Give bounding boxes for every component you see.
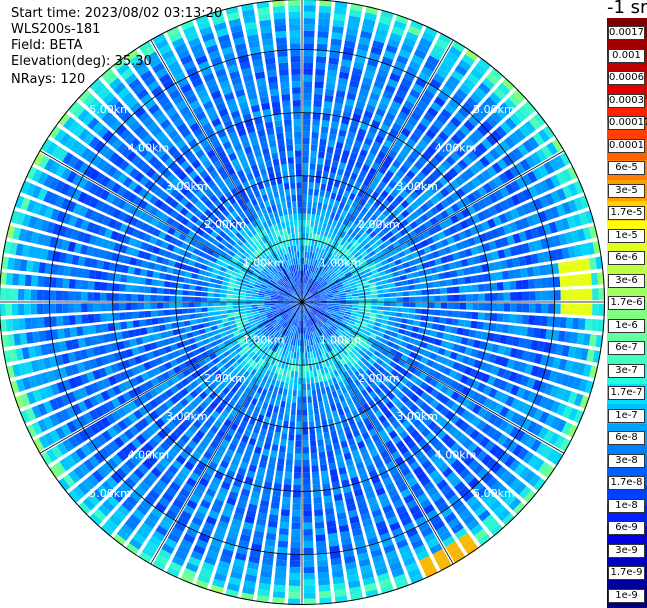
colorbar-tick-label: 1.7e-5	[608, 206, 645, 221]
range-label: 5.00km	[473, 103, 515, 116]
azimuth-spoke	[150, 39, 303, 303]
range-label: 3.00km	[166, 180, 208, 193]
range-labels: 1.00km 1.00km 1.00km 1.00km 2.00km 2.00km 2.00…	[89, 103, 514, 500]
range-label: 2.00km	[358, 372, 400, 385]
colorbar-tick-label: 6e-6	[608, 251, 645, 266]
colorbar-tick-label: 0.001	[608, 48, 645, 63]
colorbar-tick-label: 1e-9	[608, 589, 645, 603]
range-label: 4.00km	[435, 449, 477, 462]
azimuth-spoke	[301, 301, 565, 454]
instrument-label: WLS200s-181	[11, 22, 101, 37]
colorbar-tick-label: 0.0003	[608, 93, 645, 108]
range-label: 1.00km	[320, 333, 362, 346]
colorbar-tick-label: 1.7e-9	[608, 566, 645, 581]
range-label: 2.00km	[358, 218, 400, 231]
azimuth-spoke	[39, 150, 303, 303]
range-label: 2.00km	[204, 218, 246, 231]
azimuth-spoke	[301, 150, 565, 303]
range-label: 3.00km	[166, 410, 208, 423]
colorbar-tick-label: 3e-5	[608, 183, 645, 198]
elevation-label: Elevation(deg): 35.30	[11, 54, 152, 69]
colorbar-tick-label: 1e-8	[608, 498, 645, 513]
colorbar-tick-label: 3e-9	[608, 543, 645, 558]
colorbar-tick-label: 3e-7	[608, 363, 645, 378]
colorbar-tick-label: 0.0006	[608, 71, 645, 86]
azimuth-spoke	[39, 301, 303, 454]
range-label: 4.00km	[128, 449, 170, 462]
colorbar-tick-label: 6e-8	[608, 431, 645, 446]
nrays-label: NRays: 120	[11, 72, 86, 87]
colorbar-tick-label: 3e-6	[608, 273, 645, 288]
colorbar-tick-label: 1.7e-8	[608, 476, 645, 491]
range-label: 4.00km	[128, 141, 170, 154]
colorbar-tick-label: 3e-8	[608, 453, 645, 468]
range-label: 5.00km	[89, 487, 131, 500]
azimuth-spokes	[0, 0, 605, 605]
field-label: Field: BETA	[11, 38, 83, 53]
colorbar-unit-label: -1 sr	[607, 0, 647, 18]
ppi-scan-plot: 1.00km 1.00km 1.00km 1.00km 2.00km 2.00km 2.00…	[0, 0, 605, 605]
range-label: 3.00km	[396, 180, 438, 193]
range-label: 2.00km	[204, 372, 246, 385]
range-label: 1.00km	[320, 257, 362, 270]
colorbar-tick-label: 6e-7	[608, 341, 645, 356]
azimuth-spoke	[150, 301, 303, 565]
start-time-label: Start time: 2023/08/02 03:13:20	[11, 6, 223, 21]
colorbar-tick-label: 1e-5	[608, 228, 645, 243]
colorbar-tick-label: 0.0001	[608, 138, 645, 153]
colorbar-tick-label: 1e-7	[608, 408, 645, 423]
colorbar-tick-label: 0.0017	[608, 26, 645, 40]
azimuth-spoke	[301, 301, 454, 565]
range-label: 3.00km	[396, 410, 438, 423]
colorbar-tick-label: 6e-5	[608, 161, 645, 176]
colorbar-tick-label: 0.00017	[608, 116, 647, 131]
colorbar-tick-label: 1.7e-6	[608, 296, 645, 311]
range-label: 4.00km	[435, 141, 477, 154]
colorbar-tick-label: 1e-6	[608, 318, 645, 333]
colorbar-tick-label: 6e-9	[608, 521, 645, 536]
colorbar-tick-label: 1.7e-7	[608, 386, 645, 401]
colorbar: 0.0017 0.001 0.0006 0.0003 0.00017 0.0001 6e-5…	[607, 18, 647, 608]
range-label: 5.00km	[89, 103, 131, 116]
ppi-data-gates	[0, 0, 605, 605]
range-label: 1.00km	[243, 333, 285, 346]
azimuth-spoke	[301, 39, 454, 303]
range-label: 5.00km	[473, 487, 515, 500]
range-label: 1.00km	[243, 257, 285, 270]
